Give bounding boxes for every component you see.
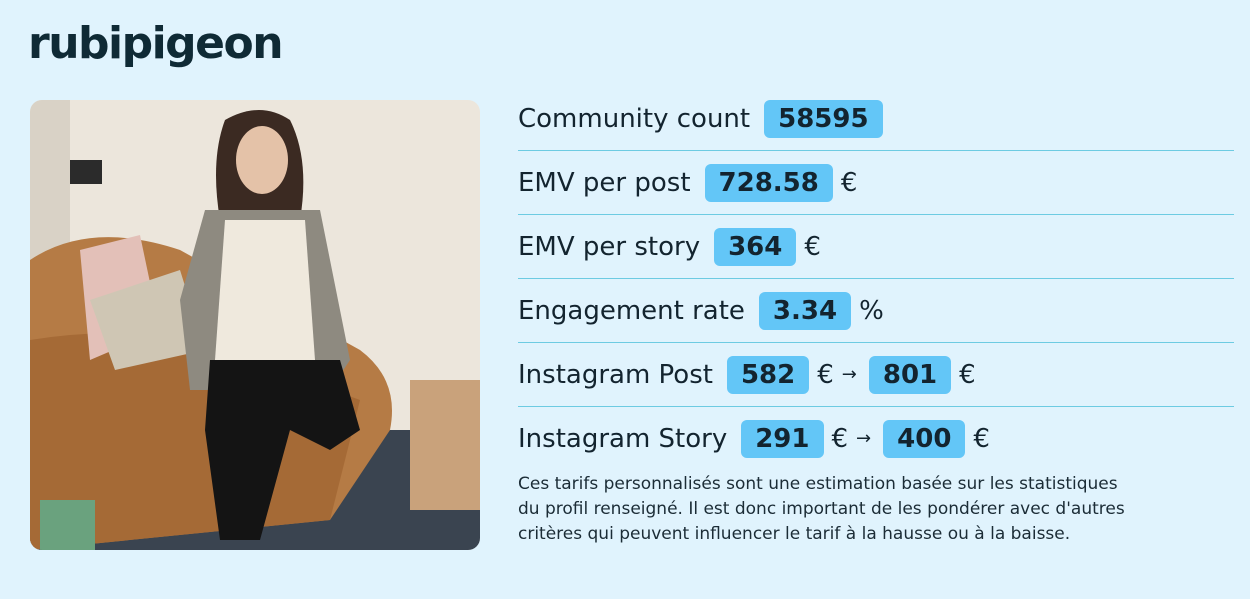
stat-row: Instagram Post 582 € → 801 € <box>518 343 1234 407</box>
brand-logo: rubipigeon <box>28 18 284 69</box>
stat-row: Instagram Story 291 € → 400 € <box>518 407 1234 470</box>
stat-unit: € <box>973 423 990 454</box>
stat-row: EMV per story 364 € <box>518 215 1234 279</box>
stat-unit: % <box>859 295 884 326</box>
stat-label: EMV per post <box>518 167 691 198</box>
stat-value: 58595 <box>764 99 883 138</box>
stat-label: Instagram Story <box>518 423 728 454</box>
stat-unit: € <box>804 231 821 262</box>
stat-row: Community count 58595 <box>518 87 1234 151</box>
arrow: → <box>856 428 872 449</box>
stat-value: 364 <box>714 227 797 266</box>
disclaimer: Ces tarifs personnalisés sont une estima… <box>518 472 1125 547</box>
stat-row: EMV per post 728.58 € <box>518 151 1234 215</box>
note-line: Ces tarifs personnalisés sont une estima… <box>518 474 1118 494</box>
note-line: du profil renseigné. Il est donc importa… <box>518 499 1125 519</box>
stat-value: 291 <box>741 419 824 458</box>
stat-value: 801 <box>868 355 952 394</box>
stat-value: 728.58 <box>704 163 833 202</box>
stat-unit: € <box>840 167 858 198</box>
stat-unit: € <box>831 423 849 454</box>
stat-row: Engagement rate 3.34% <box>518 279 1234 343</box>
stat-unit: € <box>959 359 976 390</box>
stat-value: 582 <box>726 355 810 394</box>
stat-value: 3.34 <box>758 291 852 330</box>
stat-label: Engagement rate <box>518 295 745 326</box>
profile-photo <box>30 100 480 550</box>
note-line: critères qui peuvent influencer le tarif… <box>518 524 1071 544</box>
arrow: → <box>841 364 857 385</box>
stat-label: Instagram Post <box>518 359 713 390</box>
stats-list: Community count 58595 EMV per post 728.58 € E… <box>518 87 1234 470</box>
stat-label: EMV per story <box>518 231 701 262</box>
stat-value: 400 <box>883 419 966 458</box>
stat-label: Community count <box>518 103 751 134</box>
stat-unit: € <box>817 359 834 390</box>
